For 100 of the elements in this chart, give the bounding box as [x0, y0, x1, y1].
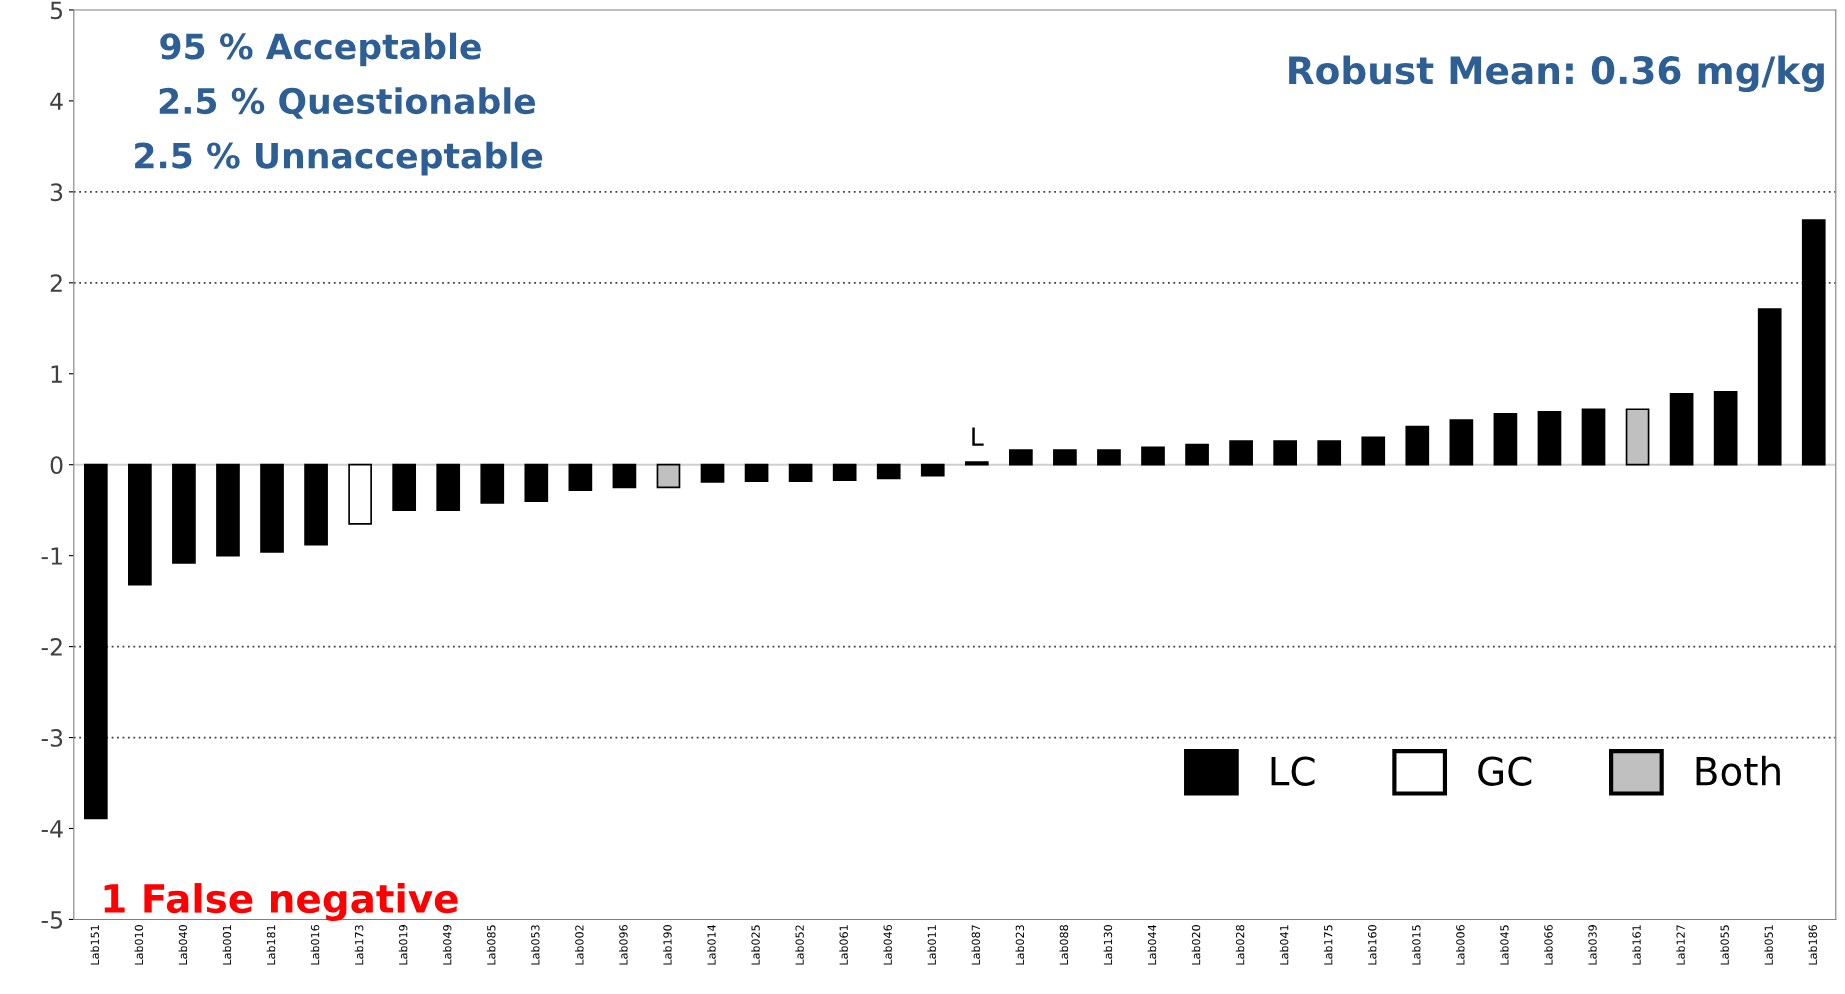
- x-tick-label: Lab045: [1500, 925, 1509, 965]
- x-tick-label: Lab040: [178, 925, 188, 965]
- bar: [172, 463, 196, 564]
- bar: [832, 463, 857, 481]
- annotation: 2.5 % Unnacceptable: [135, 141, 543, 176]
- legend-label: LC: [1271, 756, 1315, 786]
- x-tick-label: Lab130: [1103, 925, 1113, 965]
- bar: [1053, 449, 1077, 466]
- bar: [964, 461, 989, 466]
- bar: [1581, 408, 1606, 466]
- bar: [392, 463, 417, 512]
- bar: [1317, 440, 1342, 466]
- x-tick-label: Lab046: [883, 925, 892, 965]
- bar: [1185, 443, 1209, 466]
- x-tick-label: Lab088: [1059, 925, 1069, 965]
- x-tick-label: Lab190: [663, 925, 672, 965]
- bar: [128, 463, 152, 586]
- x-tick-label: Lab011: [927, 925, 936, 965]
- bar: [524, 463, 549, 502]
- x-tick-label: Lab087: [971, 925, 981, 965]
- x-tick-label: Lab049: [442, 925, 452, 965]
- x-tick-label: Lab020: [1191, 925, 1201, 965]
- x-tick-label: Lab023: [1015, 925, 1025, 965]
- annotation: 2.5 % Questionable: [159, 87, 536, 119]
- x-tick-label: Lab173: [354, 925, 364, 965]
- x-tick-label: Lab041: [1279, 925, 1289, 965]
- bar: [1757, 308, 1782, 466]
- bar: [1713, 391, 1738, 466]
- bar: [1449, 419, 1474, 466]
- bar: [348, 463, 372, 525]
- x-tick-label: Lab039: [1588, 925, 1597, 965]
- bar: [1361, 436, 1386, 466]
- bar: [1493, 412, 1518, 466]
- bar: [304, 463, 328, 546]
- x-tick-label: Lab085: [486, 925, 496, 965]
- annotation: 1 False negative: [104, 883, 458, 922]
- x-tick-label: Lab001: [222, 925, 232, 965]
- x-tick-label: Lab025: [751, 925, 760, 965]
- x-tick-label: Lab066: [1544, 925, 1553, 965]
- bar: [1009, 449, 1033, 466]
- x-tick-label: Lab028: [1235, 925, 1245, 965]
- x-tick-label: Lab010: [134, 925, 144, 965]
- x-tick-label: Lab006: [1455, 925, 1465, 965]
- y-tick-label: -4: [41, 820, 63, 838]
- bar: [700, 463, 725, 483]
- y-tick-label: 2: [50, 274, 62, 292]
- bar: [1405, 425, 1430, 466]
- bar: [1273, 440, 1298, 466]
- y-tick-label: 3: [50, 183, 63, 202]
- bar: [612, 463, 637, 489]
- y-tick-label: -5: [41, 911, 63, 929]
- x-tick-label: Lab127: [1676, 925, 1685, 965]
- bar: [436, 463, 461, 512]
- x-tick-label: Lab044: [1147, 924, 1157, 965]
- bar: [656, 463, 681, 489]
- x-tick-label: Lab161: [1632, 925, 1641, 965]
- y-tick-label: -2: [41, 638, 62, 656]
- bar: [744, 463, 769, 482]
- x-tick-label: Lab019: [398, 925, 408, 965]
- legend-label: GC: [1478, 756, 1532, 786]
- bar: [876, 463, 901, 480]
- x-tick-label: Lab053: [530, 925, 540, 965]
- x-tick-label: Lab175: [1323, 925, 1333, 965]
- bar: [920, 463, 945, 477]
- x-tick-label: Lab096: [619, 925, 628, 965]
- y-tick-label: 4: [50, 92, 63, 110]
- x-tick-label: Lab051: [1764, 925, 1773, 965]
- bar: [1537, 411, 1562, 466]
- y-tick-label: 0: [50, 456, 63, 474]
- bar: [788, 463, 813, 482]
- bar: [1801, 219, 1826, 466]
- x-tick-label: Lab015: [1411, 925, 1421, 965]
- y-tick-label: 5: [50, 1, 63, 20]
- bar: [1625, 408, 1650, 466]
- y-tick-label: 1: [51, 365, 62, 383]
- x-tick-label: Lab181: [266, 925, 276, 965]
- y-tick-label: -3: [41, 728, 63, 747]
- bar: [260, 463, 284, 553]
- bar: [1229, 440, 1253, 466]
- annotation: 95 % Acceptable: [160, 32, 481, 67]
- bar: [568, 463, 593, 491]
- annotation: L: [972, 427, 984, 446]
- x-tick-label: Lab014: [707, 924, 716, 965]
- x-tick-label: Lab186: [1808, 925, 1817, 965]
- x-tick-label: Lab052: [795, 925, 804, 965]
- annotation: Robust Mean: 0.36 mg/kg: [1289, 55, 1824, 92]
- bar: [83, 463, 108, 820]
- x-tick-label: Lab016: [310, 925, 320, 965]
- bar: [1097, 449, 1121, 466]
- bar: [480, 463, 505, 504]
- x-tick-label: Lab061: [839, 925, 848, 965]
- x-tick-label: Lab055: [1720, 925, 1729, 965]
- legend-label: Both: [1696, 755, 1780, 786]
- bar: [1669, 392, 1694, 466]
- x-tick-label: Lab151: [90, 925, 100, 965]
- bar: [216, 463, 240, 557]
- y-tick-label: -1: [41, 547, 62, 565]
- bar: [1141, 446, 1165, 466]
- x-tick-label: Lab160: [1367, 925, 1377, 965]
- x-tick-label: Lab002: [574, 925, 584, 965]
